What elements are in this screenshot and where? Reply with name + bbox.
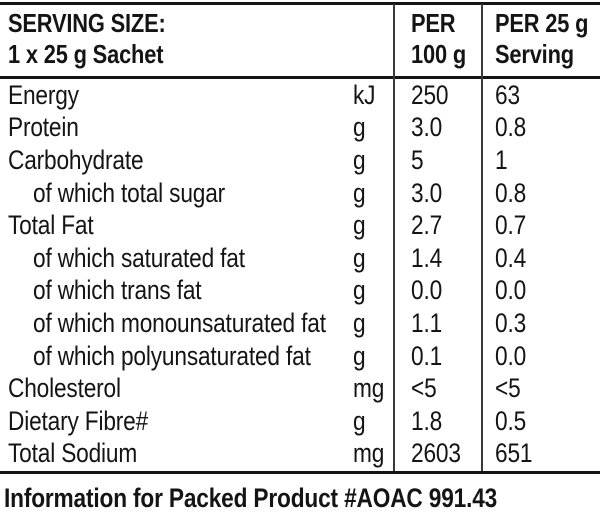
unit-label: g (353, 275, 366, 306)
per-25g-value: 0.3 (495, 307, 527, 338)
column-divider-per25 (481, 4, 483, 471)
unit-label: g (353, 242, 366, 273)
nutrient-label: Dietary Fibre# (8, 405, 149, 436)
unit-label: kJ (353, 79, 376, 110)
table-row: Total Sodium mg 2603 651 (0, 438, 600, 471)
per-100g-value: 5 (411, 144, 424, 175)
nutrition-rows: Energy kJ 250 63 Protein g 3.0 0.8 Carbo… (0, 79, 600, 470)
per-25g-value: 0.4 (495, 242, 527, 273)
per-25g-header-line2: Serving (495, 39, 574, 69)
table-row: Carbohydrate g 5 1 (0, 144, 600, 177)
table-row: Dietary Fibre# g 1.8 0.5 (0, 405, 600, 438)
footer-note-text: Information for Packed Product #AOAC 991… (4, 483, 498, 513)
header-separator-rule (0, 76, 600, 79)
unit-label: g (353, 177, 366, 208)
per-100g-value: 2.7 (411, 210, 443, 241)
per-25g-value: 0.0 (495, 340, 527, 371)
per-100g-value: 3.0 (411, 112, 443, 143)
per-25g-value: 1 (495, 144, 508, 175)
top-rule (0, 2, 600, 5)
table-row: of which trans fat g 0.0 0.0 (0, 275, 600, 308)
per-25g-value: 651 (495, 438, 533, 469)
table-row: of which monounsaturated fat g 1.1 0.3 (0, 307, 600, 340)
unit-label: mg (353, 373, 385, 404)
nutrient-label: of which monounsaturated fat (33, 307, 326, 338)
per-100g-value: 3.0 (411, 177, 443, 208)
per-100g-value: 2603 (411, 438, 461, 469)
nutrient-label: Protein (8, 112, 79, 143)
nutrient-label: Energy (8, 79, 79, 110)
per-25g-value: 0.0 (495, 275, 527, 306)
per-25g-value: 63 (495, 79, 520, 110)
bottom-rule (0, 471, 600, 474)
nutrient-label: of which trans fat (33, 275, 202, 306)
nutrient-label: of which total sugar (33, 177, 226, 208)
unit-label: g (353, 210, 366, 241)
per-100g-value: 1.8 (411, 405, 443, 436)
per-25g-value: 0.5 (495, 405, 527, 436)
unit-label: g (353, 405, 366, 436)
table-row: Protein g 3.0 0.8 (0, 112, 600, 145)
serving-size-line1: SERVING SIZE: (8, 8, 166, 38)
per-25g-header-line1: PER 25 g (495, 8, 589, 38)
nutrient-label: Total Sodium (8, 438, 138, 469)
nutrient-label: of which saturated fat (33, 242, 245, 273)
table-row: of which total sugar g 3.0 0.8 (0, 177, 600, 210)
table-row: of which polyunsaturated fat g 0.1 0.0 (0, 340, 600, 373)
serving-size-line2: 1 x 25 g Sachet (8, 39, 164, 69)
column-divider-per100 (393, 4, 395, 471)
footer-note: Information for Packed Product #AOAC 991… (4, 482, 591, 515)
per-100g-value: 0.1 (411, 340, 443, 371)
per-100g-header-line1: PER (411, 8, 456, 38)
table-row: Energy kJ 250 63 (0, 79, 600, 112)
unit-label: g (353, 112, 366, 143)
table-row: of which saturated fat g 1.4 0.4 (0, 242, 600, 275)
nutrient-label: Total Fat (8, 210, 94, 241)
per-25g-value: 0.7 (495, 210, 527, 241)
unit-label: g (353, 144, 366, 175)
per-100g-value: 1.4 (411, 242, 443, 273)
per-25g-column-header: PER 25 g Serving (495, 8, 600, 70)
unit-label: g (353, 307, 366, 338)
nutrient-label: Carbohydrate (8, 144, 144, 175)
per-100g-value: 0.0 (411, 275, 443, 306)
per-100g-value: <5 (411, 373, 437, 404)
serving-size-header: SERVING SIZE: 1 x 25 g Sachet (8, 8, 196, 70)
per-100g-column-header: PER 100 g (411, 8, 477, 70)
per-100g-value: 250 (411, 79, 449, 110)
table-row: Total Fat g 2.7 0.7 (0, 209, 600, 242)
nutrient-label: of which polyunsaturated fat (33, 340, 311, 371)
nutrient-label: Cholesterol (8, 373, 121, 404)
per-100g-value: 1.1 (411, 307, 443, 338)
unit-label: g (353, 340, 366, 371)
per-25g-value: 0.8 (495, 177, 527, 208)
table-row: Cholesterol mg <5 <5 (0, 372, 600, 405)
per-25g-value: <5 (495, 373, 521, 404)
per-100g-header-line2: 100 g (411, 39, 467, 69)
per-25g-value: 0.8 (495, 112, 527, 143)
unit-label: mg (353, 438, 385, 469)
